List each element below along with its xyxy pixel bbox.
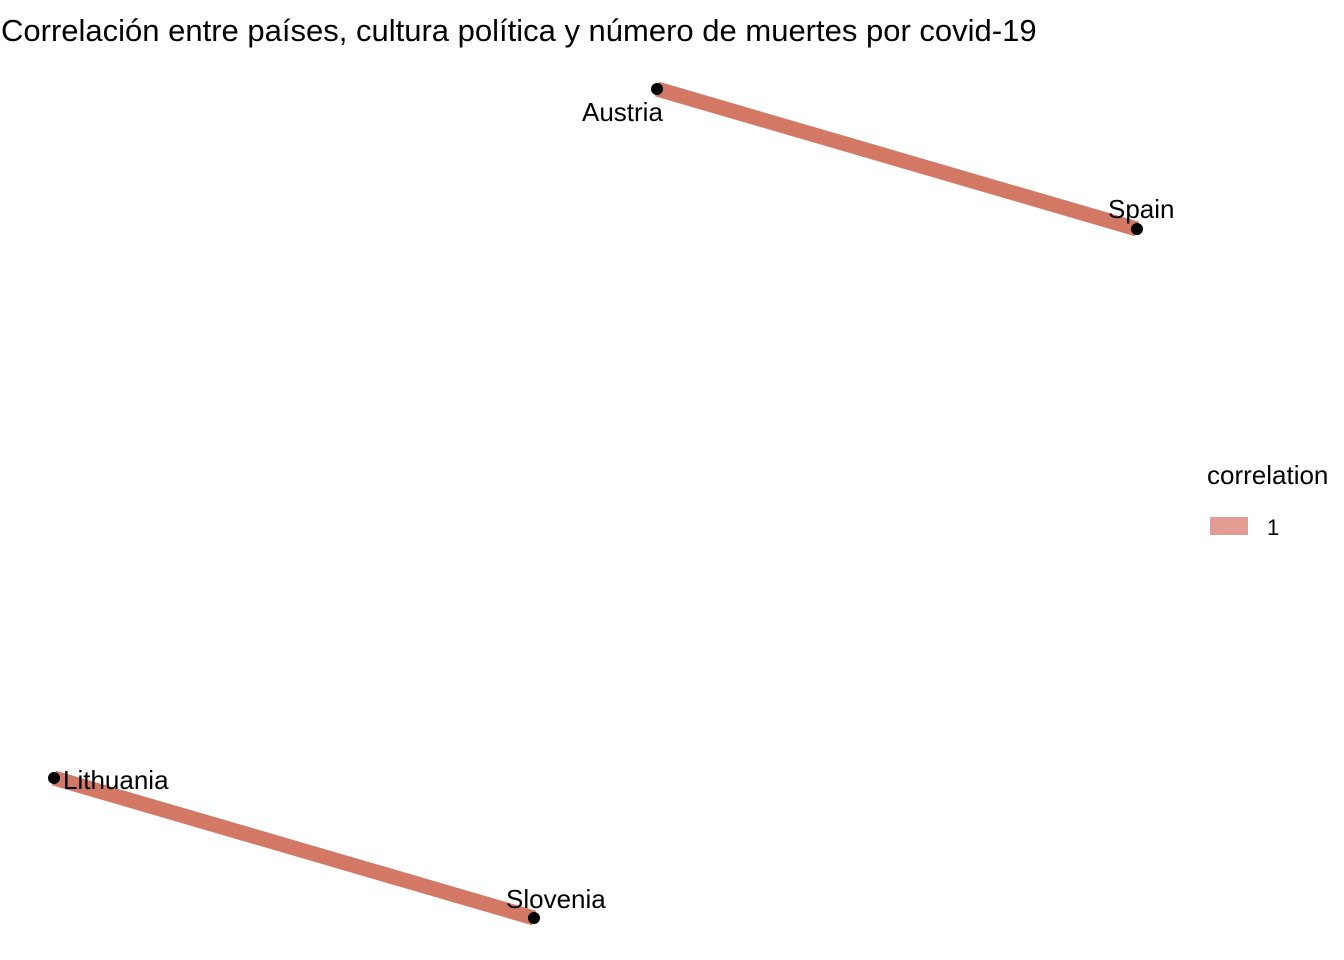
node-label-lithuania: Lithuania: [63, 765, 169, 795]
node-lithuania: [48, 772, 60, 784]
legend-key: [1210, 517, 1248, 535]
node-austria: [651, 83, 663, 95]
chart-title: Correlación entre países, cultura políti…: [1, 13, 1037, 48]
edge-austria-spain: [654, 81, 1140, 237]
node-label-austria: Austria: [582, 97, 663, 127]
legend-title: correlation: [1207, 460, 1328, 490]
node-spain: [1131, 223, 1143, 235]
legend-item-label: 1: [1267, 515, 1279, 540]
legend: correlation 1: [1207, 460, 1328, 540]
edge-lithuania-slovenia: [51, 770, 537, 926]
node-label-spain: Spain: [1108, 194, 1175, 224]
node-label-slovenia: Slovenia: [506, 884, 606, 914]
node-slovenia: [528, 912, 540, 924]
